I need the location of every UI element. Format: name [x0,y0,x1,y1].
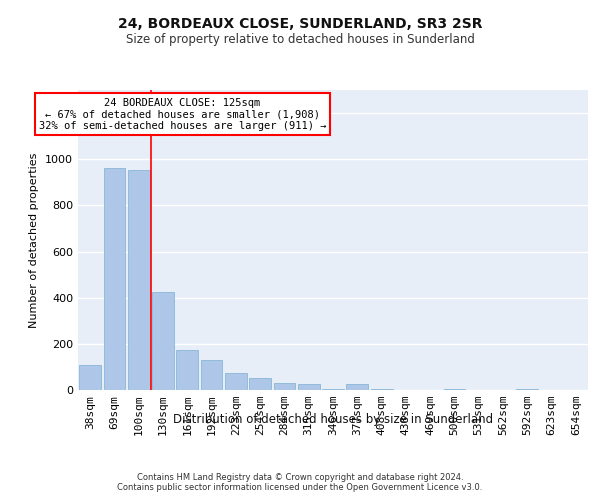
Bar [225,372,247,390]
Bar [322,389,344,390]
Bar [517,389,538,390]
Y-axis label: Number of detached properties: Number of detached properties [29,152,40,328]
Bar [298,384,320,390]
Bar [104,168,125,390]
Bar [200,360,223,390]
Text: 24, BORDEAUX CLOSE, SUNDERLAND, SR3 2SR: 24, BORDEAUX CLOSE, SUNDERLAND, SR3 2SR [118,18,482,32]
Text: Size of property relative to detached houses in Sunderland: Size of property relative to detached ho… [125,32,475,46]
Bar [152,292,174,390]
Bar [128,170,149,390]
Text: Contains HM Land Registry data © Crown copyright and database right 2024.: Contains HM Land Registry data © Crown c… [137,472,463,482]
Text: Distribution of detached houses by size in Sunderland: Distribution of detached houses by size … [173,412,493,426]
Bar [274,383,295,390]
Text: 24 BORDEAUX CLOSE: 125sqm
← 67% of detached houses are smaller (1,908)
32% of se: 24 BORDEAUX CLOSE: 125sqm ← 67% of detac… [39,98,326,130]
Bar [371,389,392,390]
Text: Contains public sector information licensed under the Open Government Licence v3: Contains public sector information licen… [118,484,482,492]
Bar [79,364,101,390]
Bar [346,384,368,390]
Bar [443,389,466,390]
Bar [176,350,198,390]
Bar [249,378,271,390]
